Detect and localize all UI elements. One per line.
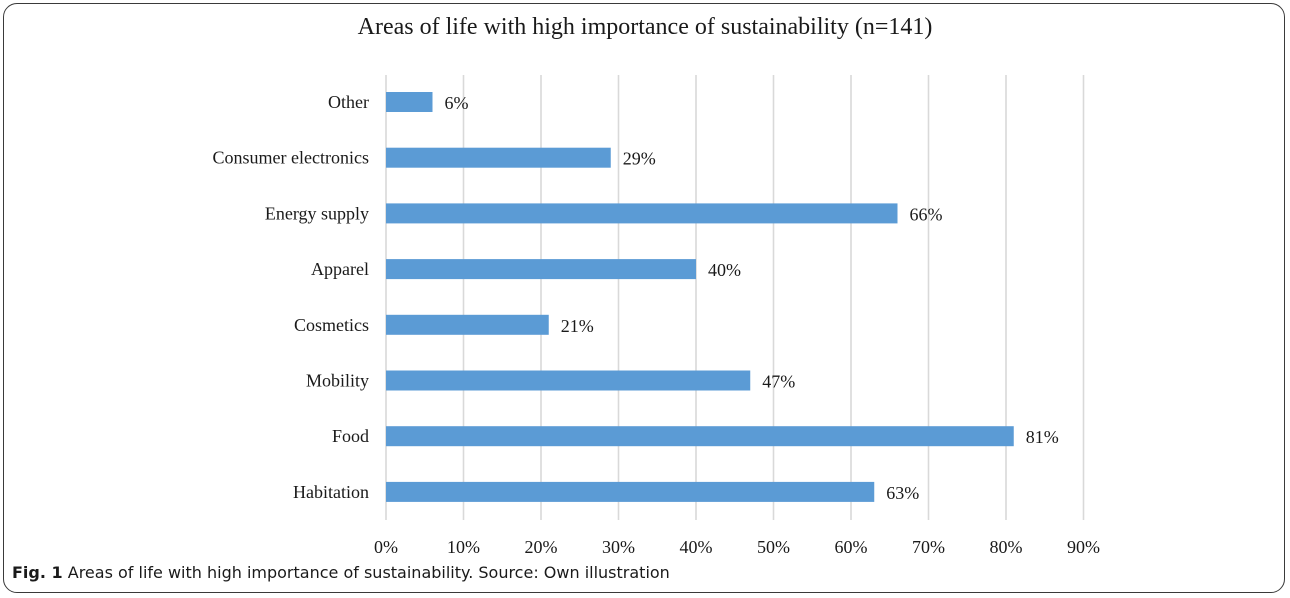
- data-label: 21%: [561, 316, 594, 336]
- data-label: 66%: [910, 204, 943, 224]
- x-tick-label: 60%: [835, 537, 868, 557]
- bar-habitation: [386, 481, 875, 502]
- caption-text: Areas of life with high importance of su…: [67, 563, 670, 582]
- gridlines: [385, 75, 1085, 520]
- x-tick-label: 50%: [757, 537, 790, 557]
- category-label: Mobility: [306, 371, 369, 391]
- x-tick-label: 30%: [602, 537, 635, 557]
- x-tick-label: 0%: [374, 537, 398, 557]
- caption-label: Fig. 1: [12, 563, 63, 582]
- bar-food: [386, 426, 1014, 447]
- x-tick-label: 80%: [990, 537, 1023, 557]
- data-label: 81%: [1026, 427, 1059, 447]
- x-tick-label: 10%: [447, 537, 480, 557]
- chart-title: Areas of life with high importance of su…: [357, 14, 933, 40]
- x-tick-label: 20%: [525, 537, 558, 557]
- category-label: Cosmetics: [294, 315, 369, 335]
- bar-mobility: [386, 370, 751, 391]
- x-tick-labels: 0% 10% 20% 30% 40% 50% 60% 70% 80% 90%: [374, 537, 1100, 557]
- value-labels: 6% 29% 66% 40% 21% 47% 81% 63%: [445, 93, 1059, 503]
- data-label: 47%: [762, 372, 795, 392]
- category-label: Energy supply: [265, 203, 369, 223]
- x-tick-label: 40%: [680, 537, 713, 557]
- x-tick-label: 70%: [912, 537, 945, 557]
- bar-cosmetics: [386, 314, 549, 335]
- category-label: Consumer electronics: [213, 148, 369, 168]
- category-label: Food: [332, 426, 369, 446]
- category-labels: Other Consumer electronics Energy supply Ap…: [213, 92, 369, 502]
- bar-apparel: [386, 259, 696, 280]
- data-label: 63%: [886, 483, 919, 503]
- bar-consumer-electronics: [386, 147, 611, 168]
- category-label: Other: [328, 92, 369, 112]
- data-label: 6%: [445, 93, 469, 113]
- category-label: Apparel: [311, 259, 369, 279]
- x-tick-label: 90%: [1067, 537, 1100, 557]
- bar-other: [386, 92, 433, 112]
- data-label: 40%: [708, 260, 741, 280]
- bar-energy-supply: [386, 203, 898, 224]
- data-label: 29%: [623, 149, 656, 169]
- category-label: Habitation: [293, 482, 369, 502]
- figure-caption: Fig. 1 Areas of life with high importanc…: [12, 563, 670, 582]
- bars: [386, 92, 1014, 502]
